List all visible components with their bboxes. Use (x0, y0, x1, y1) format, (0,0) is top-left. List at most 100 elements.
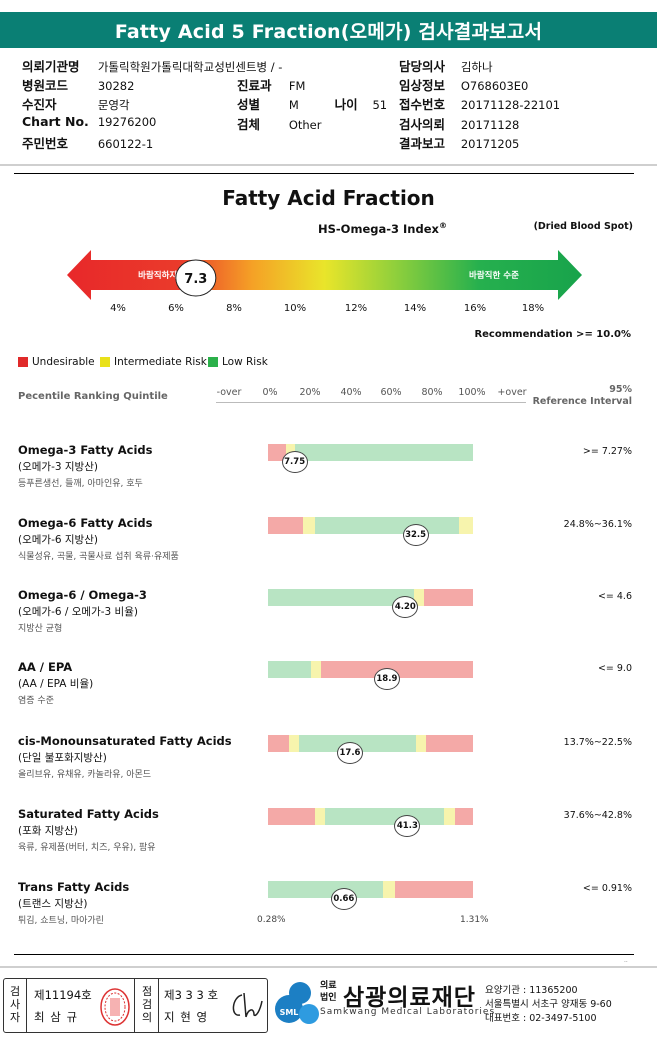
recipient-value: 문영각 (97, 98, 130, 112)
row-reference-interval: 24.8%~36.1% (563, 519, 632, 530)
row-reference-interval: <= 9.0 (597, 663, 632, 674)
doctor-value: 김하나 (460, 60, 493, 74)
legend-green-swatch (208, 357, 218, 367)
omega3-index-gradient-bar: 바람직하지 않은 바람직한 수준 7.3 (67, 250, 582, 300)
percentile-tick-label: 0% (262, 387, 278, 398)
dried-blood-spot-note: (Dried Blood Spot) (533, 221, 633, 232)
sex-value: M (288, 98, 299, 112)
department-row: 진료과 FM (237, 75, 305, 94)
age-label: 나이 (334, 97, 358, 112)
bar-segment-yel (302, 517, 316, 534)
signature-box: 검사자 제11194호 최 삼 규 점검의 제3 3 3 호 지 현 영 (3, 978, 268, 1033)
result-value-marker: 32.5 (402, 524, 429, 546)
tester-vertical-label: 검사자 (9, 985, 21, 1024)
specimen-row: 검체 Other (237, 114, 321, 133)
chart-no-row: Chart No. 19276200 (22, 114, 156, 129)
row-description: 올리브유, 유채유, 카놀라유, 아몬드 (18, 770, 152, 780)
percentile-bar (268, 735, 473, 752)
inst-prefix-2: 법인 (320, 993, 337, 1003)
doctor-row: 담당의사 김하나 (399, 56, 493, 75)
resident-no-row: 주민번호 660122-1 (22, 133, 153, 152)
institution-name: 삼광의료재단 (343, 985, 476, 1011)
legend-red-swatch (18, 357, 28, 367)
hospital-code-label: 병원코드 (22, 78, 69, 93)
chart-no-value: 19276200 (97, 115, 157, 129)
row-description: 등푸른생선, 들깨, 아마인유, 호두 (18, 479, 143, 489)
index-tick-label: 18% (521, 303, 545, 314)
bar-segment-red (395, 881, 473, 898)
recipient-row: 수진자 문영각 (22, 94, 130, 113)
institution-value: 가톨릭학원가톨릭대학교성빈센트병 / - (97, 60, 283, 74)
bar-segment-yel (382, 881, 396, 898)
hs-index-text: HS-Omega-3 Index (318, 221, 439, 236)
row-subtitle: (오메가-3 지방산) (18, 461, 98, 473)
legend-low-risk-label: Low Risk (222, 356, 268, 368)
bar-segment-grn (268, 881, 383, 898)
sex-label: 성별 (237, 97, 261, 112)
row-subtitle: (오메가-6 / 오메가-3 비율) (18, 606, 138, 618)
index-tick-label: 14% (403, 303, 427, 314)
bar-segment-yel (458, 517, 473, 534)
percentile-bar (268, 589, 473, 606)
resident-no-label: 주민번호 (22, 136, 69, 151)
percentile-tick-label: 40% (340, 387, 362, 398)
department-value: FM (288, 79, 306, 93)
trans-range-low: 0.28% (257, 915, 286, 925)
percentile-ranking-label: Pecentile Ranking Quintile (18, 391, 168, 402)
index-tick-label: 16% (463, 303, 487, 314)
sex-row: 성별 M 나이 51 (237, 94, 387, 113)
percentile-bar (268, 517, 473, 534)
percentile-bar (268, 808, 473, 825)
clinical-info-row: 임상정보 O768603E0 (399, 75, 528, 94)
row-name: cis-Monounsaturated Fatty Acids (18, 734, 232, 748)
legend-low-risk: Low Risk (208, 356, 268, 368)
request-date-row: 검사의뢰 20171128 (399, 114, 519, 133)
bar-segment-yel (444, 808, 455, 825)
bar-segment-red (268, 517, 303, 534)
clinical-info-label: 임상정보 (399, 78, 446, 93)
fraction-title: Fatty Acid Fraction (222, 186, 435, 210)
reviewer-name: 지 현 영 (164, 1010, 209, 1024)
report-date-value: 20171205 (460, 137, 520, 151)
percentile-tick-label: 80% (421, 387, 443, 398)
hs-omega-index-label: HS-Omega-3 Index® (318, 221, 447, 236)
row-subtitle: (단일 불포화지방산) (18, 752, 107, 764)
tester-number: 제11194호 (34, 988, 92, 1002)
bar-segment-grn (325, 808, 445, 825)
institution-row: 의뢰기관명 가톨릭학원가톨릭대학교성빈센트병 / - (22, 56, 282, 75)
header-divider (0, 164, 657, 166)
result-value-marker: 7.75 (281, 451, 308, 473)
bar-segment-grn (315, 517, 459, 534)
result-value-marker: 41.3 (394, 815, 421, 837)
row-reference-interval: <= 0.91% (582, 883, 632, 894)
sml-logo-text: SML (280, 1008, 299, 1017)
row-description: 식물성유, 곡물, 곡물사료 섭취 육류·유제품 (18, 552, 179, 562)
specimen-value: Other (288, 118, 322, 132)
undesirable-zone-label: 바람직하지 않은 (138, 270, 196, 281)
row-subtitle: (트랜스 지방산) (18, 898, 88, 910)
desirable-zone-label: 바람직한 수준 (469, 270, 519, 281)
index-tick-label: 4% (110, 303, 126, 314)
row-description: 튀김, 쇼트닝, 마아가린 (18, 916, 104, 926)
result-value-marker: 17.6 (337, 742, 363, 764)
bar-segment-red (321, 661, 473, 678)
hospital-code-value: 30282 (97, 79, 135, 93)
receipt-no-value: 20171128-22101 (460, 98, 561, 112)
inst-prefix-1: 의료 (320, 981, 337, 991)
row-reference-interval: 37.6%~42.8% (563, 810, 632, 821)
institution-english-name: Samkwang Medical Laboratories (320, 1007, 496, 1017)
index-tick-label: 12% (344, 303, 368, 314)
bar-segment-grn (268, 589, 414, 606)
recipient-label: 수진자 (22, 97, 57, 112)
legend-intermediate-label: Intermediate Risk (114, 356, 207, 368)
tester-seal (100, 988, 130, 1026)
result-value-marker: 0.66 (330, 888, 357, 910)
row-name: Trans Fatty Acids (18, 880, 130, 894)
row-subtitle: (AA / EPA 비율) (18, 678, 94, 690)
legend-undesirable: Undesirable (18, 356, 95, 368)
index-tick-label: 8% (226, 303, 242, 314)
report-date-row: 결과보고 20171205 (399, 133, 519, 152)
percentile-tick-label: +over (497, 387, 527, 398)
percentile-bar (268, 661, 473, 678)
bar-segment-red (268, 808, 316, 825)
